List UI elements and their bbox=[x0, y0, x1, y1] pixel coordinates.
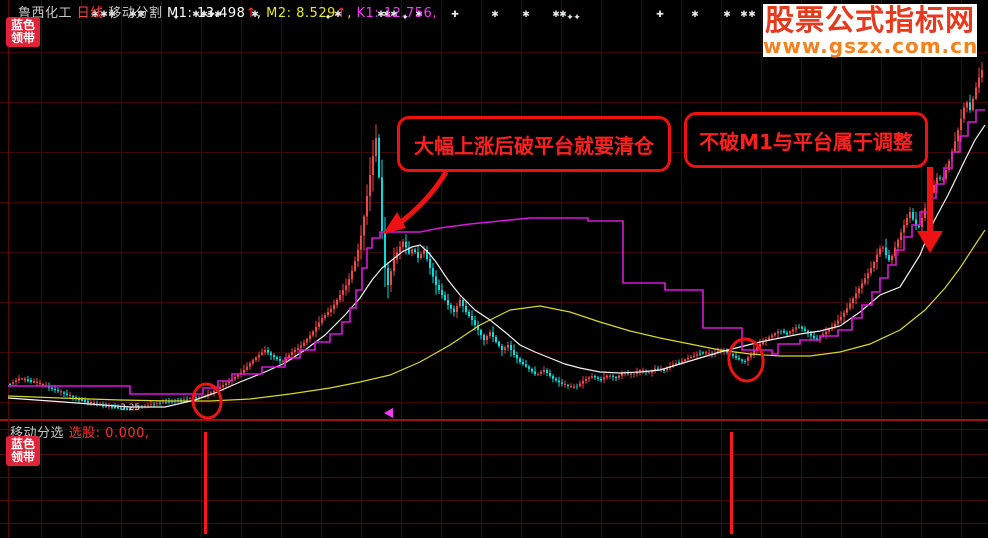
logo-badge-line1: 蓝色 bbox=[10, 18, 35, 32]
signal-marker-icon: ✱ bbox=[559, 10, 567, 20]
separator: , bbox=[347, 6, 357, 21]
signal-marker-icon: ✱ bbox=[691, 10, 699, 20]
signal-marker-icon: ✱ bbox=[740, 10, 748, 20]
arrow-left-head-icon bbox=[383, 212, 406, 234]
indicator-panel[interactable] bbox=[0, 421, 988, 538]
signal-marker-icon: ✱ bbox=[251, 10, 259, 20]
arrow-right-shaft bbox=[927, 167, 933, 233]
signal-marker-icon: ✦ bbox=[172, 13, 180, 23]
signal-marker-icon: ✱ bbox=[108, 10, 116, 20]
signal-marker-icon: ✱ bbox=[214, 10, 222, 20]
k1-value: K1: 12.756, bbox=[356, 6, 437, 21]
signal-marker-icon: ✱ bbox=[748, 10, 756, 20]
annotation-adjust-text: 不破M1与平台属于调整 bbox=[699, 129, 913, 154]
signal-marker-icon: ✱ bbox=[383, 10, 391, 20]
chart-left-border bbox=[8, 0, 9, 538]
signal-marker-icon: ✱ bbox=[129, 10, 137, 20]
signal-marker-icon: ✱ bbox=[552, 10, 560, 20]
signal-marker-icon: ✚ bbox=[656, 10, 664, 20]
signal-marker-icon: ✦ bbox=[324, 13, 332, 23]
annotation-adjust-rule: 不破M1与平台属于调整 bbox=[684, 112, 928, 168]
signal-marker-icon: ✱ bbox=[377, 10, 385, 20]
signal-marker-icon: ✱ bbox=[334, 10, 342, 20]
signal-marker-icon: ✱ bbox=[723, 10, 731, 20]
separator: , bbox=[256, 6, 267, 21]
annotation-sell-text: 大幅上涨后破平台就要清仓 bbox=[414, 133, 654, 158]
signal-marker-icon: ✚ bbox=[451, 10, 459, 20]
signal-marker-icon: ✱ bbox=[200, 10, 208, 20]
logo-badge-top: 蓝色 领带 bbox=[6, 17, 40, 47]
buy-signal-bar bbox=[730, 432, 733, 534]
signal-marker-icon: ✱ bbox=[91, 10, 99, 20]
ma-line-white bbox=[7, 124, 986, 408]
signal-marker-icon: ✱ bbox=[390, 10, 398, 20]
logo-badge-line2: 领带 bbox=[10, 450, 35, 464]
buy-signal-bar bbox=[204, 432, 207, 534]
arrow-right-head-icon bbox=[917, 231, 943, 253]
ma-line-yellow bbox=[7, 229, 986, 402]
arrow-left-shaft bbox=[394, 170, 449, 228]
signal-marker-icon: ✱ bbox=[100, 10, 108, 20]
m1-up-arrow-icon: ↑ bbox=[245, 6, 257, 21]
chart-header: 鲁西化工 日线 移动分割 M1: 13.498↑, M2: 8.529↑, K1… bbox=[18, 2, 437, 21]
watermark-site-name: 股票公式指标网 bbox=[764, 3, 975, 37]
m2-up-arrow-icon: ↑ bbox=[335, 6, 348, 21]
m1-value: M1: 13.498 bbox=[166, 6, 246, 21]
emphasis-circle bbox=[727, 337, 765, 383]
triangle-left-marker-icon bbox=[384, 408, 393, 418]
main-chart-panel[interactable] bbox=[0, 0, 988, 420]
m2-value: M2: 8.529 bbox=[266, 6, 336, 21]
emphasis-circle bbox=[191, 382, 223, 420]
signal-marker-icon: ✱ bbox=[522, 10, 530, 20]
signal-marker-icon: ✦ bbox=[573, 13, 581, 23]
low-price-label: 3.25 bbox=[120, 403, 141, 413]
annotation-sell-rule: 大幅上涨后破平台就要清仓 bbox=[397, 116, 671, 172]
signal-marker-icon: ✦ bbox=[566, 13, 574, 23]
logo-badge-line2: 领带 bbox=[10, 31, 35, 45]
watermark-url: www.gszx.com.cn bbox=[763, 34, 979, 58]
indicator-name[interactable]: 移动分割 bbox=[108, 6, 163, 21]
signal-marker-icon: ✦ bbox=[401, 13, 409, 23]
indicator-value: 选股: 0.000, bbox=[68, 426, 150, 441]
watermark[interactable]: 股票公式指标网 www.gszx.com.cn bbox=[763, 4, 977, 57]
signal-marker-icon: ✱ bbox=[192, 10, 200, 20]
panel-divider[interactable] bbox=[0, 419, 988, 421]
signal-marker-icon: ✱ bbox=[415, 10, 423, 20]
logo-badge-line1: 蓝色 bbox=[10, 437, 35, 451]
signal-marker-icon: ✱ bbox=[491, 10, 499, 20]
platform-line-magenta bbox=[8, 109, 985, 395]
signal-marker-icon: ✱ bbox=[137, 10, 145, 20]
period-label[interactable]: 日线 bbox=[76, 6, 104, 21]
logo-badge-bottom: 蓝色 领带 bbox=[6, 436, 40, 466]
signal-marker-icon: ✚ bbox=[207, 10, 215, 20]
